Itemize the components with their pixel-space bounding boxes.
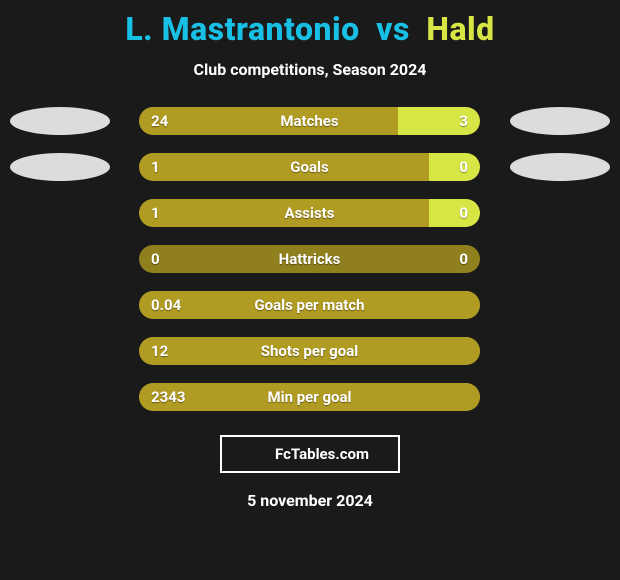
stat-bar: 1Assists0: [139, 199, 480, 227]
stat-bar: 24Matches3: [139, 107, 480, 135]
stat-value-right: 0: [459, 199, 468, 227]
comparison-infographic: L. Mastrantonio vs Hald Club competition…: [0, 0, 620, 580]
team-badge-left: [10, 107, 110, 135]
stat-label: Matches: [139, 107, 480, 135]
stat-bar: 0Hattricks0: [139, 245, 480, 273]
stat-row: 0Hattricks0: [0, 245, 620, 273]
stat-row: 1Assists0: [0, 199, 620, 227]
stat-label: Min per goal: [139, 383, 480, 411]
stat-label: Assists: [139, 199, 480, 227]
watermark-text: FcTables.com: [275, 445, 369, 463]
chart-icon: [251, 445, 269, 463]
stat-value-right: 3: [459, 107, 468, 135]
stat-value-right: 0: [459, 245, 468, 273]
vs-text: vs: [368, 10, 418, 48]
stat-row: 24Matches3: [0, 107, 620, 135]
stat-row: 12Shots per goal: [0, 337, 620, 365]
team-badge-left: [10, 153, 110, 181]
page-title: L. Mastrantonio vs Hald: [125, 10, 494, 48]
stat-bar: 2343Min per goal: [139, 383, 480, 411]
team-badge-right: [510, 107, 610, 135]
stat-bar: 0.04Goals per match: [139, 291, 480, 319]
stat-bar: 1Goals0: [139, 153, 480, 181]
stat-row: 2343Min per goal: [0, 383, 620, 411]
stat-label: Goals: [139, 153, 480, 181]
player2-name: Hald: [426, 10, 494, 48]
stat-value-right: 0: [459, 153, 468, 181]
watermark-badge: FcTables.com: [220, 435, 400, 473]
stat-row: 0.04Goals per match: [0, 291, 620, 319]
stat-row: 1Goals0: [0, 153, 620, 181]
stat-label: Shots per goal: [139, 337, 480, 365]
stat-rows: 24Matches31Goals01Assists00Hattricks00.0…: [0, 107, 620, 411]
stat-label: Goals per match: [139, 291, 480, 319]
player1-name: L. Mastrantonio: [125, 10, 359, 48]
stat-label: Hattricks: [139, 245, 480, 273]
stat-bar: 12Shots per goal: [139, 337, 480, 365]
generated-date: 5 november 2024: [247, 491, 373, 510]
team-badge-right: [510, 153, 610, 181]
subtitle: Club competitions, Season 2024: [194, 60, 427, 79]
